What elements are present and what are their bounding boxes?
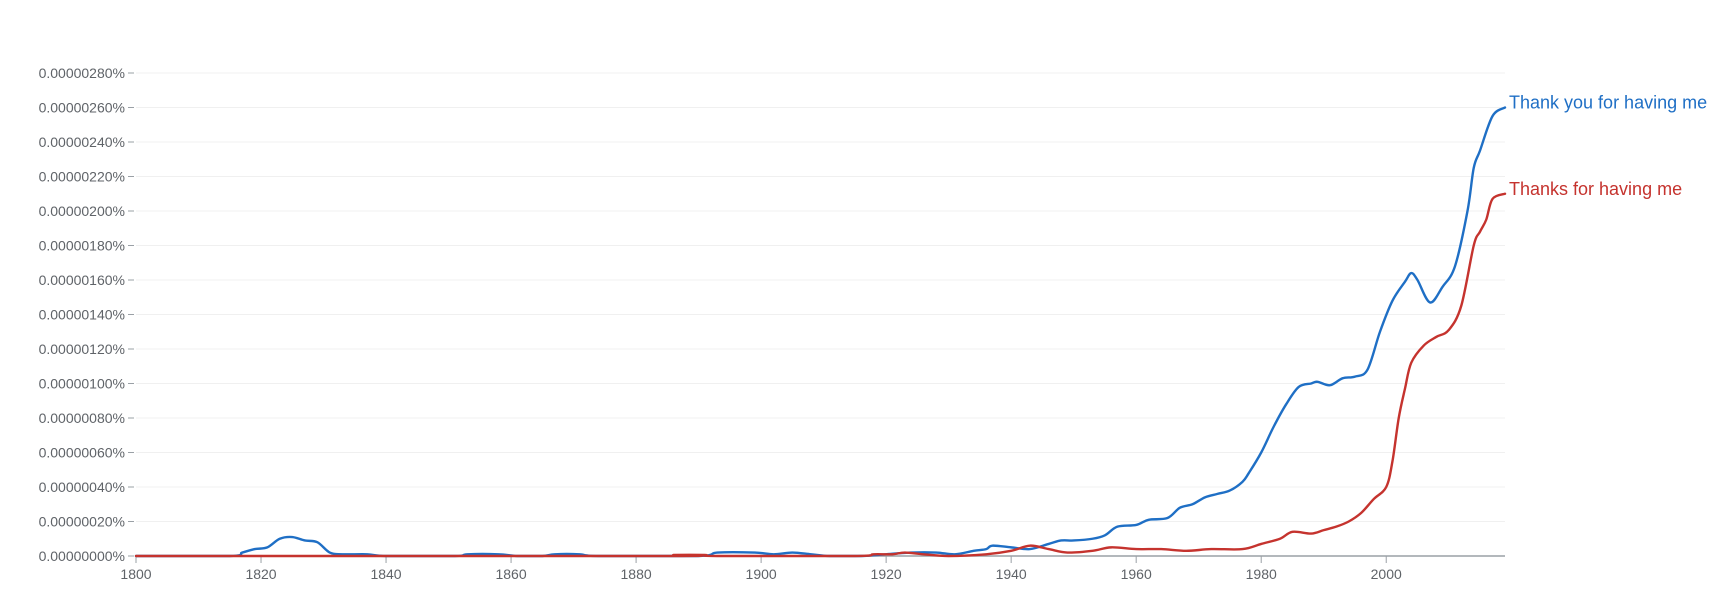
y-tick-label: 0.00000100%: [39, 376, 125, 392]
x-tick-label: 1900: [746, 566, 777, 582]
y-tick-label: 0.00000000%: [39, 548, 125, 564]
x-tick-label: 1880: [621, 566, 652, 582]
series-line-1[interactable]: [134, 192, 1507, 558]
y-tick-label: 0.00000160%: [39, 272, 125, 288]
x-tick-label: 1840: [370, 566, 401, 582]
y-tick-label: 0.00000180%: [39, 238, 125, 254]
series-line-0[interactable]: [134, 106, 1507, 558]
y-tick-label: 0.00000120%: [39, 341, 125, 357]
y-tick-label: 0.00000200%: [39, 203, 125, 219]
series-label-1[interactable]: Thanks for having me: [1509, 179, 1682, 199]
series-lines: [134, 106, 1507, 558]
y-tick-label: 0.00000040%: [39, 479, 125, 495]
y-axis: 0.00000000% 0.00000020% 0.00000040% 0.00000…: [39, 65, 134, 564]
series-label-0[interactable]: Thank you for having me: [1509, 93, 1707, 113]
grid-lines: [136, 72, 1505, 522]
y-tick-label: 0.00000240%: [39, 134, 125, 150]
y-tick-label: 0.00000260%: [39, 100, 125, 116]
x-tick-label: 1980: [1246, 566, 1277, 582]
x-tick-label: 1860: [495, 566, 526, 582]
y-tick-label: 0.00000080%: [39, 410, 125, 426]
x-tick-label: 1920: [871, 566, 902, 582]
x-axis: 1800 1820 1840 1860 1880 1900 1920 1940 1960 1980…: [120, 555, 1505, 582]
y-tick-label: 0.00000140%: [39, 307, 125, 323]
y-tick-label: 0.00000280%: [39, 65, 125, 81]
y-tick-label: 0.00000220%: [39, 169, 125, 185]
x-tick-label: 1820: [245, 566, 276, 582]
x-tick-label: 1940: [996, 566, 1027, 582]
x-tick-label: 2000: [1371, 566, 1402, 582]
y-tick-label: 0.00000020%: [39, 514, 125, 530]
y-tick-label: 0.00000060%: [39, 445, 125, 461]
x-tick-label: 1800: [120, 566, 151, 582]
x-tick-label: 1960: [1121, 566, 1152, 582]
series-labels: Thank you for having me Thanks for having…: [1509, 93, 1707, 199]
